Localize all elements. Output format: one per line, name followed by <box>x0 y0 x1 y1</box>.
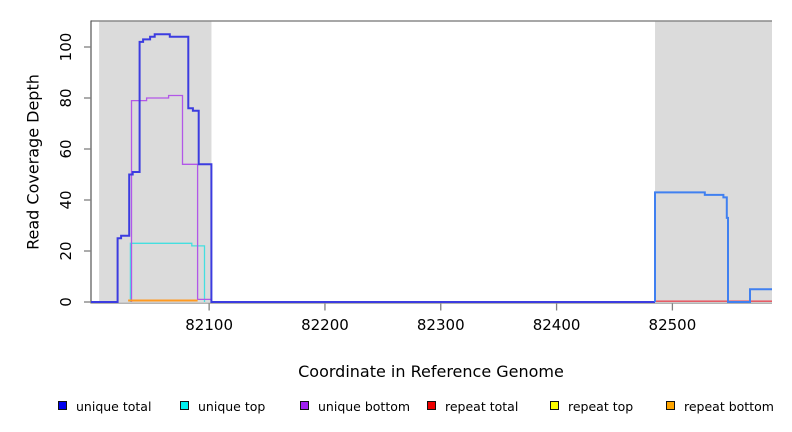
y-tick-label: 40 <box>57 190 75 210</box>
legend-swatch-repeat-total <box>427 401 436 410</box>
legend-label: unique top <box>198 399 266 414</box>
x-tick-label: 82200 <box>301 316 349 334</box>
legend-swatch-unique-total <box>58 401 67 410</box>
legend-label: repeat total <box>445 399 519 414</box>
x-tick-label: 82500 <box>648 316 697 334</box>
y-tick-label: 80 <box>57 88 75 108</box>
y-axis-title: Read Coverage Depth <box>23 74 43 250</box>
y-tick-label: 0 <box>57 297 75 307</box>
legend-label: repeat bottom <box>684 399 774 414</box>
series-unique-top <box>129 242 206 302</box>
legend-label: unique bottom <box>318 399 411 414</box>
legend-swatch-repeat-top <box>550 401 559 410</box>
y-tick-label: 100 <box>57 32 75 62</box>
x-tick-label: 82400 <box>532 316 581 334</box>
series-unique-total <box>91 33 655 303</box>
y-tick-label: 60 <box>57 139 75 159</box>
y-tick-label: 20 <box>57 241 75 261</box>
x-tick-label: 82300 <box>416 316 465 334</box>
legend-swatch-unique-bottom <box>300 401 309 410</box>
x-tick-label: 82100 <box>185 316 233 334</box>
legend-label: unique total <box>76 399 152 414</box>
legend-swatch-repeat-bottom <box>666 401 675 410</box>
series-unique-bottom <box>130 94 213 302</box>
shaded-region <box>655 20 772 303</box>
shaded-region <box>99 20 212 303</box>
x-axis-title: Coordinate in Reference Genome <box>298 362 564 381</box>
legend-swatch-unique-top <box>180 401 189 410</box>
series-total-right-block <box>654 191 772 303</box>
legend-label: repeat top <box>568 399 634 414</box>
